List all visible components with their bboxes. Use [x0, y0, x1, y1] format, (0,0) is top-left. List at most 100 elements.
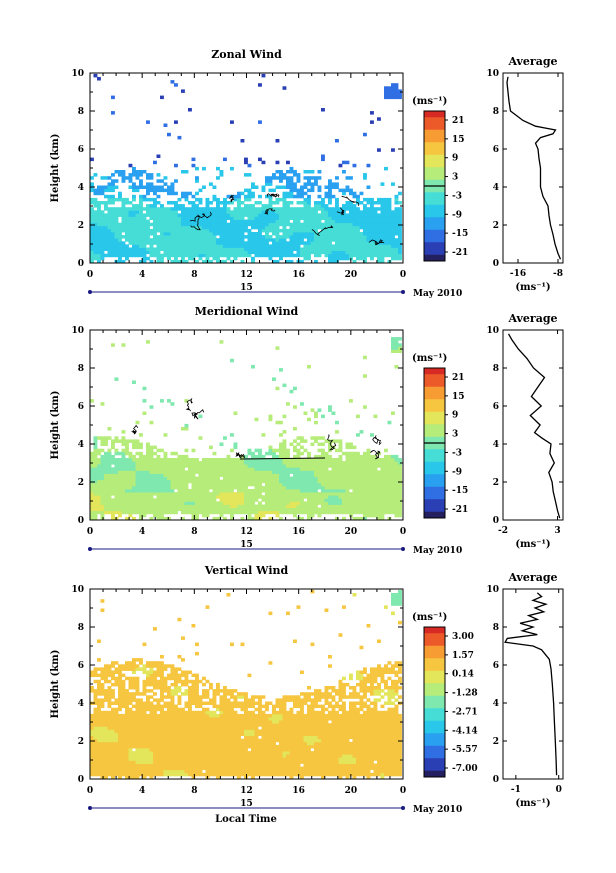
x-tick-label: 16: [292, 786, 305, 796]
date-label: May 2010: [413, 805, 462, 815]
y-axis: 0 2 4 6 8 10 Height (km): [50, 69, 403, 269]
x-tick-label: 0: [87, 270, 93, 280]
x-axis: 0 4 8 12 16 20 0: [87, 330, 406, 537]
average-y-tick-label: 8: [493, 107, 499, 117]
colorbar-tick-label: -1.28: [452, 689, 478, 699]
colorbar-tick-label: -9: [452, 467, 462, 477]
panel-title: Vertical Wind: [204, 564, 289, 577]
y-tick-label: 6: [78, 402, 84, 412]
average-x-tick-label: -2: [498, 526, 508, 536]
average-y-tick-label: 4: [493, 699, 499, 709]
average-x-label: (ms⁻¹): [515, 798, 550, 809]
colorbar-tick-label: -21: [452, 248, 468, 258]
colorbar-tick-label: -3: [452, 448, 462, 458]
colorbar: (ms⁻¹) 21 15 9 3 -3 -9 -15 -21: [412, 353, 468, 519]
y-axis: 0 2 4 6 8 10 Height (km): [50, 585, 403, 785]
colorbar-tick-label: -2.71: [452, 707, 478, 717]
y-tick-label: 0: [78, 775, 84, 785]
average-y-tick-label: 6: [493, 402, 499, 412]
average-x-tick-label: 0: [556, 785, 562, 795]
x-tick-label: 0: [400, 527, 406, 537]
x-tick-label: 8: [191, 786, 197, 796]
average-y-tick-label: 0: [493, 259, 499, 269]
colorbar-tick-label: 0.14: [452, 670, 474, 680]
heatmap-cells: [90, 73, 402, 264]
average-profile-line: [506, 76, 562, 260]
y-tick-label: 4: [78, 440, 84, 450]
colorbar-tick-label: -4.14: [452, 726, 478, 736]
contour-lines: [130, 398, 382, 460]
y-tick-label: 2: [78, 737, 84, 747]
x-tick-label: 16: [292, 527, 305, 537]
colorbar-tick-label: 3: [452, 173, 458, 183]
x-tick-label: 8: [191, 527, 197, 537]
colorbar-tick-label: 9: [452, 411, 458, 421]
day-bar: 15 May 2010: [88, 540, 462, 556]
day-label: 15: [240, 799, 253, 809]
average-y-tick-label: 4: [493, 183, 499, 193]
y-tick-label: 10: [71, 69, 84, 79]
average-x-tick-label: -1: [511, 785, 521, 795]
colorbar-unit: (ms⁻¹): [412, 612, 447, 623]
x-tick-label: 16: [292, 270, 305, 280]
average-y-tick-label: 4: [493, 440, 499, 450]
colorbar-tick-label: -7.00: [452, 764, 478, 774]
average-title: Average: [507, 312, 557, 325]
y-tick-label: 2: [78, 478, 84, 488]
colorbar-tick-label: 3: [452, 430, 458, 440]
y-tick-label: 8: [78, 623, 84, 633]
x-tick-label: 20: [345, 786, 358, 796]
y-tick-label: 10: [71, 585, 84, 595]
x-tick-label: 12: [240, 786, 253, 796]
colorbar-tick-label: 21: [452, 373, 465, 383]
colorbar-tick-label: -21: [452, 505, 468, 515]
y-axis: 0 2 4 6 8 10 Height (km): [50, 326, 403, 526]
panel-title: Zonal Wind: [211, 48, 282, 61]
colorbar-unit: (ms⁻¹): [412, 96, 447, 107]
y-tick-label: 6: [78, 145, 84, 155]
x-tick-label: 0: [87, 786, 93, 796]
date-label: May 2010: [413, 546, 462, 556]
average-y-tick-label: 0: [493, 516, 499, 526]
average-y-tick-label: 8: [493, 364, 499, 374]
y-tick-label: 8: [78, 364, 84, 374]
y-tick-label: 8: [78, 107, 84, 117]
x-axis: 0 4 8 12 16 20 0: [87, 589, 406, 796]
day-bar: 15 May 2010: [88, 799, 462, 815]
common-x-label: Local Time: [215, 814, 277, 825]
average-y-tick-label: 6: [493, 661, 499, 671]
colorbar-tick-label: 9: [452, 154, 458, 164]
y-axis-label: Height (km): [50, 391, 61, 460]
average-y-tick-label: 0: [493, 775, 499, 785]
average-profile: Average 0 2 4 6 8 10 -1 0 (ms⁻¹): [486, 571, 564, 809]
x-tick-label: 20: [345, 527, 358, 537]
contour-lines: [189, 193, 385, 246]
y-tick-label: 10: [71, 326, 84, 336]
average-y-tick-label: 2: [493, 478, 499, 488]
day-label: 15: [240, 540, 253, 550]
x-tick-label: 12: [240, 270, 253, 280]
colorbar-tick-label: -9: [452, 210, 462, 220]
y-tick-label: 0: [78, 259, 84, 269]
y-tick-label: 4: [78, 699, 84, 709]
average-profile-line: [507, 333, 561, 519]
y-tick-label: 0: [78, 516, 84, 526]
y-tick-label: 4: [78, 183, 84, 193]
average-profile: Average 0 2 4 6 8 10 -16 -8(ms⁻¹): [486, 55, 564, 293]
average-x-label: (ms⁻¹): [515, 282, 550, 293]
colorbar-tick-label: 3.00: [452, 632, 474, 642]
average-title: Average: [507, 55, 557, 68]
colorbar-tick-label: 21: [452, 116, 465, 126]
day-label: 15: [240, 283, 253, 293]
average-title: Average: [507, 571, 557, 584]
y-tick-label: 6: [78, 661, 84, 671]
colorbar-tick-label: 15: [452, 392, 465, 402]
colorbar-tick-label: -15: [452, 486, 468, 496]
average-y-tick-label: 6: [493, 145, 499, 155]
x-tick-label: 4: [139, 527, 145, 537]
colorbar: (ms⁻¹) 3.00 1.57 0.14 -1.28 -2.71 -4.14 -5.57 -7…: [412, 612, 478, 778]
average-y-tick-label: 10: [486, 69, 499, 79]
colorbar-unit: (ms⁻¹): [412, 353, 447, 364]
average-x-tick-label: -16: [510, 269, 526, 279]
